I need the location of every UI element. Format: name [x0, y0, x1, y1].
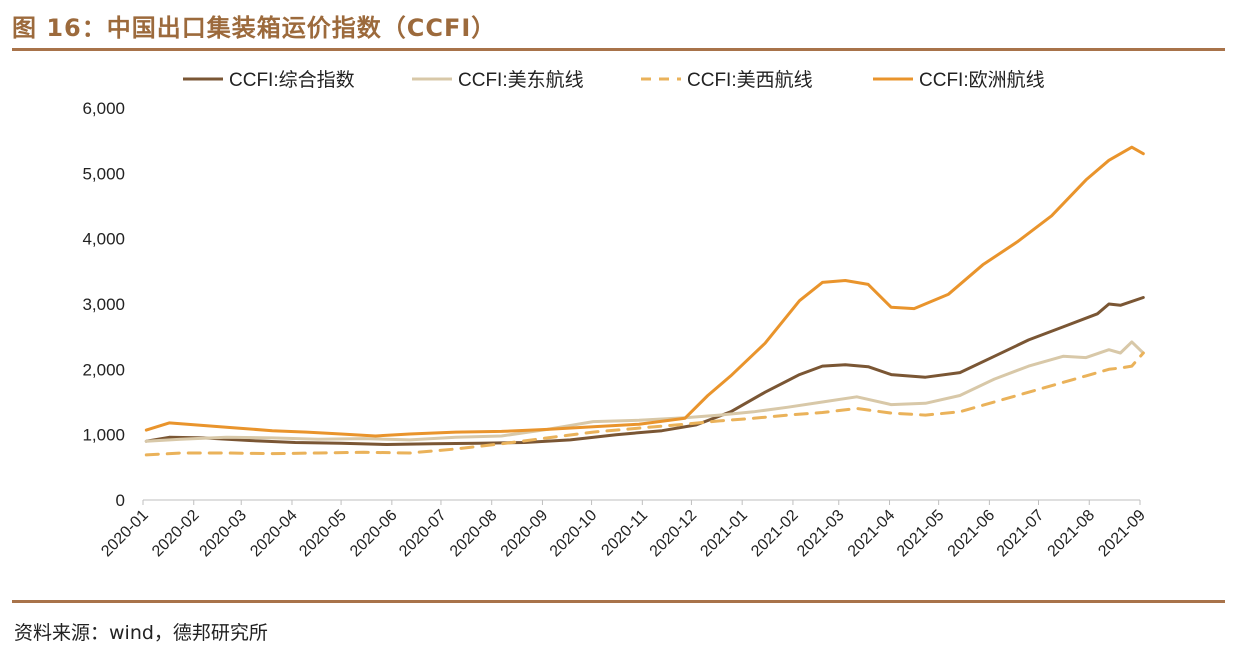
- legend-label-2: CCFI:美东航线: [458, 69, 584, 91]
- y-tick-label: 0: [116, 491, 125, 510]
- x-tick-label: 2020-08: [447, 507, 501, 561]
- x-axis: 2020-012020-022020-032020-042020-052020-…: [98, 499, 1149, 561]
- x-tick-label: 2021-02: [748, 507, 802, 561]
- series-line-1: [144, 296, 1145, 446]
- ccfi-line-chart: CCFI:综合指数 CCFI:美东航线 CCFI:美西航线 CCFI:欧洲航线 0 1,…: [82, 69, 1149, 561]
- x-tick-label: 2020-03: [197, 507, 251, 561]
- x-tick-label: 2020-12: [647, 507, 701, 561]
- y-tick-label: 1,000: [82, 426, 125, 445]
- series-line-2: [144, 340, 1145, 443]
- x-tick-label: 2020-10: [547, 507, 601, 561]
- x-tick-label: 2021-03: [794, 507, 848, 561]
- x-tick-label: 2020-11: [598, 507, 651, 560]
- x-tick-label: 2020-07: [396, 507, 450, 561]
- series-line-3: [144, 351, 1145, 457]
- x-tick-label: 2020-09: [498, 507, 552, 561]
- legend-label-3: CCFI:美西航线: [687, 69, 813, 91]
- plot-area: [144, 145, 1145, 457]
- x-tick-label: 2020-04: [247, 507, 301, 561]
- series-line-4: [144, 145, 1145, 438]
- y-tick-label: 6,000: [82, 99, 125, 118]
- y-tick-label: 4,000: [82, 230, 125, 249]
- x-tick-label: 2021-08: [1045, 507, 1099, 561]
- top-rule: [12, 48, 1225, 51]
- y-tick-label: 2,000: [82, 360, 125, 379]
- legend-label-1: CCFI:综合指数: [229, 69, 355, 91]
- source-note: 资料来源：wind，德邦研究所: [14, 622, 268, 644]
- x-tick-label: 2020-01: [98, 507, 152, 561]
- x-tick-label: 2020-06: [347, 507, 401, 561]
- x-tick-label: 2021-06: [945, 507, 999, 561]
- chart-legend: CCFI:综合指数 CCFI:美东航线 CCFI:美西航线 CCFI:欧洲航线: [183, 69, 1045, 91]
- x-tick-label: 2021-05: [894, 507, 948, 561]
- y-tick-label: 5,000: [82, 164, 125, 183]
- legend-label-4: CCFI:欧洲航线: [919, 69, 1045, 91]
- bottom-rule: [12, 600, 1225, 603]
- y-axis: 0 1,000 2,000 3,000 4,000 5,000 6,000: [82, 99, 125, 510]
- figure-title: 图 16：中国出口集装箱运价指数（CCFI）: [12, 14, 497, 42]
- y-tick-label: 3,000: [82, 295, 125, 314]
- x-tick-label: 2021-07: [994, 507, 1048, 561]
- x-tick-label: 2020-02: [149, 507, 203, 561]
- x-tick-label: 2020-05: [296, 507, 350, 561]
- x-tick-label: 2021-09: [1095, 507, 1149, 561]
- x-tick-label: 2021-04: [845, 507, 899, 561]
- x-tick-label: 2021-01: [697, 507, 751, 561]
